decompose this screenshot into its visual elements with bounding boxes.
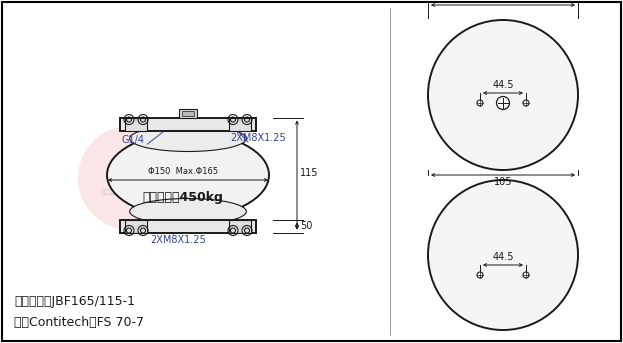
Ellipse shape xyxy=(107,132,269,217)
Text: 105: 105 xyxy=(494,177,512,187)
Text: Φ150  Max.Φ165: Φ150 Max.Φ165 xyxy=(148,167,218,176)
Ellipse shape xyxy=(130,199,246,225)
Text: G1/4: G1/4 xyxy=(121,135,145,145)
Bar xyxy=(229,118,251,130)
Ellipse shape xyxy=(130,126,246,152)
Circle shape xyxy=(428,20,578,170)
Bar xyxy=(125,118,147,130)
Text: 2XM8X1.25: 2XM8X1.25 xyxy=(230,133,286,143)
Text: 上海松夏减震器有限公司: 上海松夏减震器有限公司 xyxy=(145,164,204,173)
Bar xyxy=(182,110,194,116)
Circle shape xyxy=(497,96,510,109)
Circle shape xyxy=(78,126,182,230)
Text: 50: 50 xyxy=(300,221,312,231)
Circle shape xyxy=(523,272,529,278)
Bar xyxy=(120,118,256,130)
Text: 105: 105 xyxy=(494,0,512,1)
Bar xyxy=(179,108,197,118)
Circle shape xyxy=(428,180,578,330)
Text: 44.5: 44.5 xyxy=(492,80,514,90)
Bar xyxy=(125,220,147,233)
Text: 联系方式：021-61559011, QQ：1516483116: 联系方式：021-61559011, QQ：1516483116 xyxy=(102,189,209,195)
Text: 2XM8X1.25: 2XM8X1.25 xyxy=(150,235,206,245)
Text: 产品型号：JBF165/115-1: 产品型号：JBF165/115-1 xyxy=(14,296,135,308)
Circle shape xyxy=(523,100,529,106)
Text: 115: 115 xyxy=(300,168,318,178)
Text: 44.5: 44.5 xyxy=(492,252,514,262)
Bar xyxy=(229,220,251,233)
Bar xyxy=(120,220,256,233)
Text: MATSONA SHOCK ABSORBER CO.,LTD: MATSONA SHOCK ABSORBER CO.,LTD xyxy=(117,177,234,182)
Circle shape xyxy=(477,100,483,106)
Text: 最大承载：450kg: 最大承载：450kg xyxy=(143,190,224,203)
Text: 对应Contitech：FS 70-7: 对应Contitech：FS 70-7 xyxy=(14,316,144,329)
Circle shape xyxy=(477,272,483,278)
